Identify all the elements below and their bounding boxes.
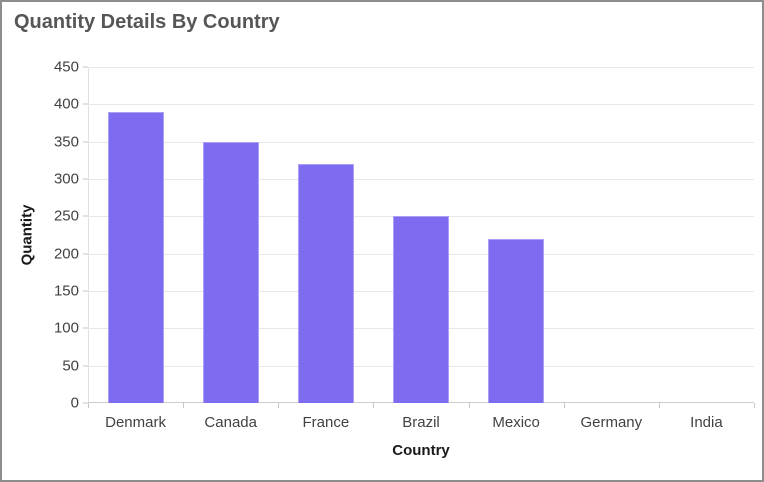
x-axis-tick bbox=[88, 403, 89, 408]
bar-brazil[interactable] bbox=[393, 216, 449, 403]
y-axis-tick bbox=[83, 66, 88, 68]
y-axis-tick bbox=[83, 365, 88, 367]
x-axis-label: Canada bbox=[204, 414, 257, 431]
bar-canada[interactable] bbox=[202, 142, 259, 403]
x-axis-tick bbox=[278, 403, 280, 408]
chart-title: Quantity Details By Country bbox=[14, 11, 280, 33]
bar-france[interactable] bbox=[297, 164, 354, 403]
y-axis-tick bbox=[83, 215, 88, 217]
x-axis-tick bbox=[373, 403, 375, 408]
x-axis-label: India bbox=[690, 414, 723, 431]
y-axis-tick bbox=[83, 141, 88, 143]
y-axis-label: 350 bbox=[53, 133, 79, 151]
y-axis-label: 450 bbox=[53, 58, 79, 76]
x-axis-label: Denmark bbox=[105, 414, 166, 431]
y-axis-tick bbox=[83, 402, 88, 404]
x-axis-label: Germany bbox=[580, 414, 643, 431]
y-axis-tick bbox=[83, 178, 88, 180]
bar-mexico[interactable] bbox=[488, 239, 545, 403]
x-axis-tick bbox=[468, 403, 470, 408]
x-axis-label: France bbox=[302, 414, 350, 431]
y-axis-label: 100 bbox=[53, 319, 79, 337]
y-axis-tick bbox=[83, 253, 88, 255]
gridline bbox=[88, 141, 754, 143]
y-axis-label: 250 bbox=[53, 207, 79, 225]
y-axis-label: 150 bbox=[53, 282, 79, 300]
y-axis-label: 300 bbox=[53, 170, 79, 188]
x-axis-tick bbox=[183, 403, 185, 408]
bar-denmark[interactable] bbox=[107, 112, 164, 403]
y-axis-tick bbox=[83, 290, 88, 292]
y-axis-label: 200 bbox=[53, 245, 79, 263]
x-axis-label: Brazil bbox=[402, 414, 440, 431]
x-axis-title: Country bbox=[392, 442, 450, 459]
x-axis-label: Mexico bbox=[492, 414, 540, 431]
y-axis-tick bbox=[83, 327, 88, 329]
y-axis-label: 0 bbox=[70, 394, 79, 412]
x-axis-tick bbox=[754, 403, 755, 408]
y-axis-tick bbox=[83, 103, 88, 105]
x-axis-tick bbox=[563, 403, 565, 408]
y-axis-label: 50 bbox=[62, 357, 79, 375]
gridline bbox=[88, 67, 754, 68]
x-axis-tick bbox=[658, 403, 660, 408]
gridline bbox=[88, 104, 754, 106]
y-axis-title: Quantity bbox=[18, 204, 36, 266]
y-axis-label: 400 bbox=[53, 95, 79, 113]
gridline bbox=[88, 179, 754, 180]
